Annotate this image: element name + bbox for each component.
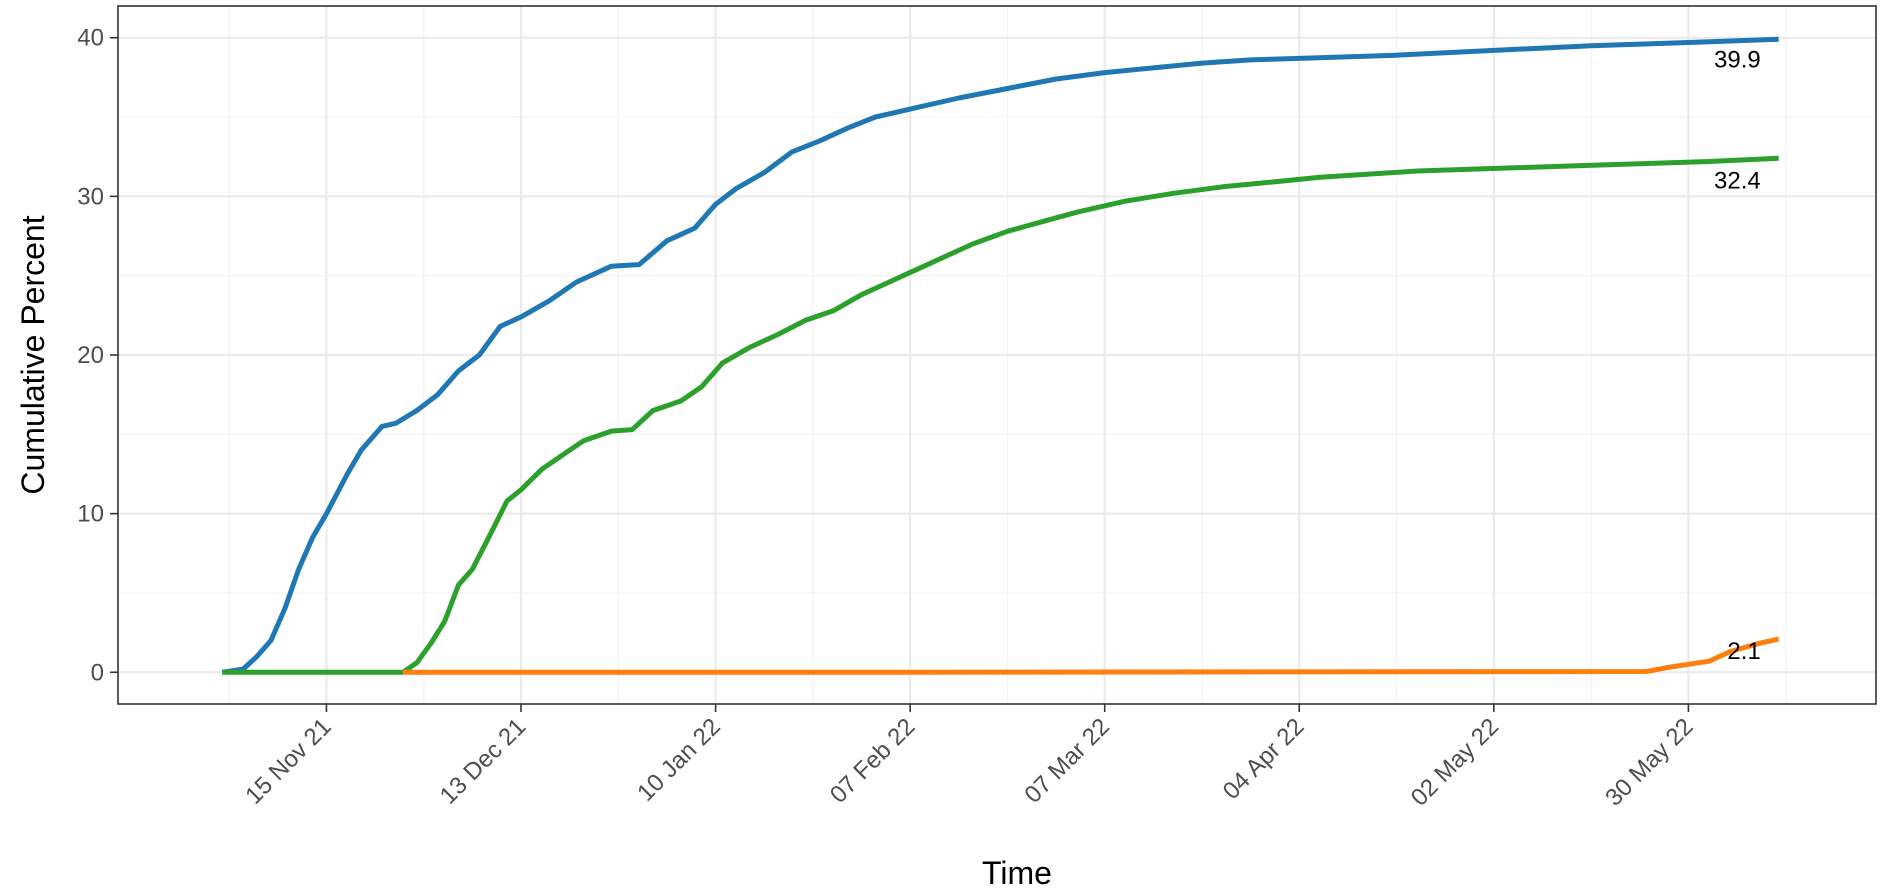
y-tick-label: 40	[77, 25, 104, 52]
major-gridlines	[118, 6, 1876, 704]
axis-ticks	[110, 36, 1690, 712]
y-axis-title: Cumulative Percent	[15, 215, 51, 494]
end-labels: 39.9 32.4 2.1	[1714, 46, 1761, 665]
series-line-1	[221, 36, 1779, 675]
series-line-3	[402, 636, 1780, 675]
x-tick-label: 07 Mar 22	[1019, 713, 1115, 809]
x-tick-label: 07 Feb 22	[825, 713, 921, 809]
x-tick-labels: 15 Nov 21 13 Dec 21 10 Jan 22 07 Feb 22 07 M…	[240, 713, 1698, 811]
x-tick-label: 02 May 22	[1406, 713, 1504, 811]
y-tick-label: 10	[77, 501, 104, 528]
y-tick-label: 20	[77, 342, 104, 369]
y-tick-label: 30	[77, 183, 104, 210]
x-tick-label: 04 Apr 22	[1218, 713, 1310, 805]
series-lines	[221, 36, 1780, 675]
end-value-label: 32.4	[1714, 167, 1761, 194]
x-axis-title: Time	[982, 855, 1052, 891]
x-tick-label: 10 Jan 22	[632, 713, 726, 807]
x-tick-label: 13 Dec 21	[435, 713, 531, 809]
y-tick-label: 0	[91, 659, 104, 686]
end-value-label: 2.1	[1727, 638, 1760, 665]
x-tick-label: 30 May 22	[1600, 713, 1698, 811]
y-tick-labels: 0 10 20 30 40	[77, 25, 104, 687]
x-tick-label: 15 Nov 21	[240, 713, 336, 809]
series-line-2	[222, 155, 1779, 675]
end-value-label: 39.9	[1714, 46, 1761, 73]
